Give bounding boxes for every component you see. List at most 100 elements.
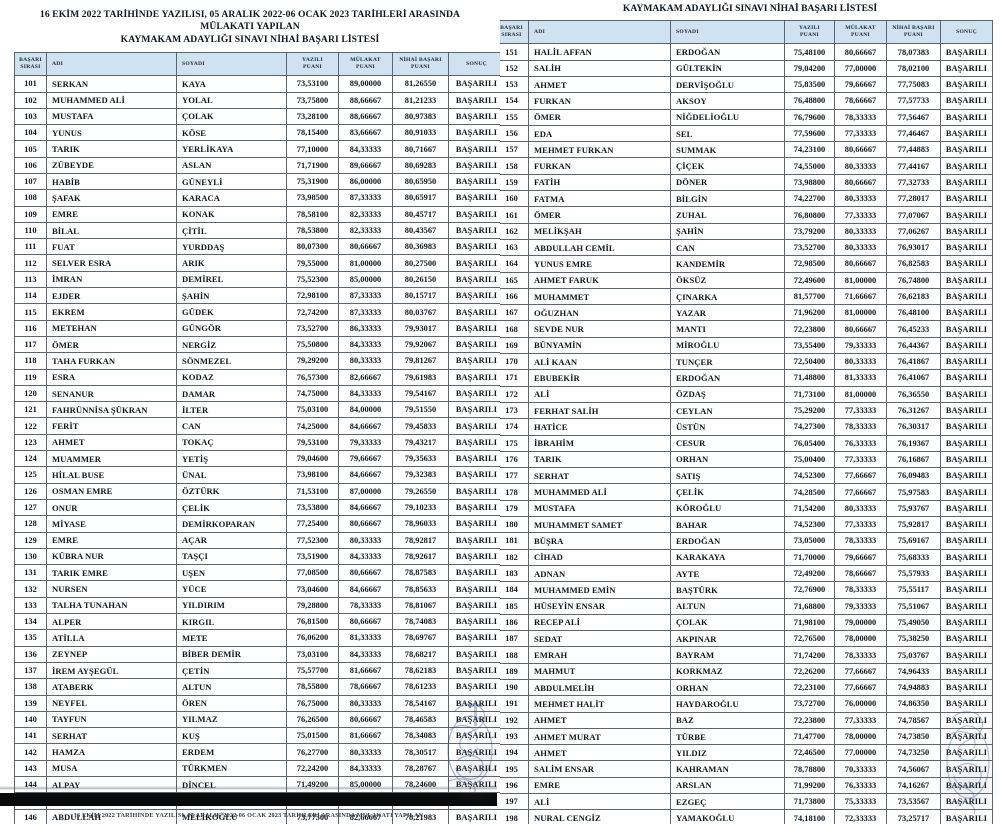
rank-cell: 155 <box>500 108 529 126</box>
table-row: 135 ATİLLA METE 76,06200 81,33333 78,69767 BAŞ… <box>14 629 500 647</box>
written-score-cell: 73,53800 <box>286 498 339 517</box>
written-score-cell: 74,75000 <box>286 384 339 403</box>
table-row: 111 FUAT YURDDAŞ 80,07300 80,66667 80,36983 BA… <box>14 238 500 256</box>
lastname-cell: UŞEN <box>176 564 287 582</box>
table-row: 190 ABDULMELİH ORHAN 72,23100 77,66667 74,948… <box>500 678 993 697</box>
firstname-cell: SERKAN <box>46 75 177 93</box>
result-cell: BAŞARILI <box>448 743 500 761</box>
lastname-cell: KARACA <box>176 189 287 207</box>
table-row: 177 SERHAT SATIŞ 74,52300 77,66667 76,09483 BA… <box>500 467 993 485</box>
result-cell: BAŞARILI <box>448 433 500 452</box>
rank-cell: 118 <box>14 352 47 370</box>
rank-cell: 105 <box>14 140 47 158</box>
result-cell: BAŞARILI <box>940 695 993 713</box>
table-header-left: BAŞARI SIRASI ADI SOYADI YAZILI PUANI MÜ… <box>14 52 500 77</box>
written-score-cell: 71,73100 <box>784 385 835 403</box>
interview-score-cell: 78,33333 <box>834 418 887 436</box>
table-row: 101 SERKAN KAYA 73,53100 89,00000 81,26550 BAŞ… <box>14 75 500 93</box>
result-cell: BAŞARILI <box>448 678 500 696</box>
firstname-cell: HAMZA <box>46 743 177 761</box>
firstname-cell: TAYFUN <box>46 710 177 729</box>
final-score-cell: 75,55117 <box>886 581 941 599</box>
result-cell: BAŞARILI <box>940 727 993 746</box>
rank-cell: 116 <box>14 319 47 337</box>
left-page-column: 16 EKİM 2022 TARİHİNDE YAZILISI, 05 ARAL… <box>0 9 500 824</box>
result-cell: BAŞARILI <box>448 498 500 517</box>
lastname-cell: ÇINARKA <box>670 287 785 306</box>
rank-cell: 163 <box>500 238 529 257</box>
right-page-title: KAYMAKAM ADAYLIĞI SINAVI NİHAİ BAŞARI Lİ… <box>622 3 878 14</box>
result-cell: BAŞARILI <box>448 613 500 631</box>
firstname-cell: ÖMER <box>528 206 671 224</box>
final-score-cell: 76,45233 <box>886 320 941 338</box>
final-score-cell: 76,48100 <box>886 304 941 322</box>
table-row: 115 EKREM GÜDEK 72,74200 87,33333 80,03767 BAŞ… <box>14 303 500 321</box>
result-cell: BAŞARILI <box>940 581 993 599</box>
lastname-cell: BAZ <box>670 711 785 729</box>
rank-cell: 115 <box>14 303 47 321</box>
rank-cell: 119 <box>14 368 47 386</box>
table-row: 180 MUHAMMET SAMET BAHAR 74,52300 77,33333 75… <box>500 516 993 534</box>
table-row: 123 AHMET TOKAÇ 79,53100 79,33333 79,43217 BAŞ… <box>14 433 500 452</box>
table-row: 139 NEYFEL ÖREN 76,75000 80,33333 78,54167 BAŞ… <box>14 694 500 712</box>
table-body-right: 151 HALİL AFFAN ERDOĞAN 75,48100 80,66667 78,… <box>500 43 993 824</box>
lastname-cell: METE <box>176 629 287 647</box>
table-row: 183 ADNAN AYTE 72,49200 78,66667 75,57933 BAŞA… <box>500 564 993 583</box>
final-score-cell: 78,61233 <box>392 678 449 696</box>
firstname-cell: SEVDE NUR <box>528 320 671 338</box>
final-score-cell: 77,56467 <box>886 108 941 126</box>
rank-cell: 161 <box>500 206 529 224</box>
firstname-cell: ZEYNEP <box>46 645 177 663</box>
rank-cell: 152 <box>500 59 529 78</box>
firstname-cell: MUSA <box>46 759 177 777</box>
table-row: 136 ZEYNEP BİBER DEMİR 73,03100 84,33333 78,6… <box>14 645 500 663</box>
lastname-cell: KÖSE <box>176 124 287 142</box>
lastname-cell: YOLAL <box>176 91 287 109</box>
final-score-cell: 76,31267 <box>886 401 941 420</box>
lastname-cell: ÖKSÜZ <box>670 271 785 289</box>
rank-cell: 109 <box>14 205 47 223</box>
lastname-cell: KODAZ <box>176 368 287 386</box>
lastname-cell: DİNCEL <box>176 775 287 794</box>
lastname-cell: SEL <box>670 124 785 143</box>
result-cell: BAŞARILI <box>448 254 500 272</box>
interview-score-cell: 78,66667 <box>834 92 887 110</box>
written-score-cell: 74,18100 <box>784 809 835 824</box>
final-score-cell: 78,28767 <box>392 759 449 777</box>
lastname-cell: YERLİKAYA <box>176 140 287 158</box>
final-score-cell: 76,36550 <box>886 385 941 403</box>
rank-cell: 144 <box>14 775 47 794</box>
result-cell: BAŞARILI <box>448 172 500 191</box>
written-score-cell: 78,78800 <box>784 760 835 778</box>
interview-score-cell: 81,00000 <box>338 254 393 272</box>
written-score-cell: 72,98100 <box>286 287 339 305</box>
written-score-cell: 73,04600 <box>286 580 339 598</box>
interview-score-cell: 77,66667 <box>834 483 887 501</box>
written-score-cell: 72,49200 <box>784 564 835 583</box>
final-score-cell: 75,92817 <box>886 516 941 534</box>
written-score-cell: 80,07300 <box>286 238 339 256</box>
interview-score-cell: 80,33333 <box>834 157 887 175</box>
interview-score-cell: 80,66667 <box>834 141 887 159</box>
lastname-cell: DÖNER <box>670 173 785 192</box>
table-row: 178 MUHAMMED ALİ ÇELİK 74,28500 77,66667 75,9… <box>500 483 993 501</box>
firstname-cell: ÖMER <box>528 108 671 126</box>
final-score-cell: 79,81267 <box>392 352 449 370</box>
firstname-cell: EKREM <box>46 303 177 321</box>
written-score-cell: 76,81500 <box>286 613 339 631</box>
rank-cell: 171 <box>500 369 529 387</box>
final-score-cell: 78,87583 <box>392 564 449 582</box>
result-cell: BAŞARILI <box>448 140 500 158</box>
firstname-cell: ABDULLAH CEMİL <box>528 238 671 257</box>
written-score-cell: 71,70000 <box>784 548 835 566</box>
rank-cell: 104 <box>14 124 47 142</box>
final-score-cell: 81,26550 <box>392 75 449 93</box>
interview-score-cell: 84,33333 <box>338 140 393 158</box>
lastname-cell: CESUR <box>670 434 785 452</box>
lastname-cell: TÜRBE <box>670 727 785 746</box>
interview-score-cell: 83,66667 <box>338 124 393 142</box>
result-cell: BAŞARILI <box>448 547 500 566</box>
result-cell: BAŞARILI <box>940 678 993 697</box>
written-score-cell: 78,55800 <box>286 678 339 696</box>
